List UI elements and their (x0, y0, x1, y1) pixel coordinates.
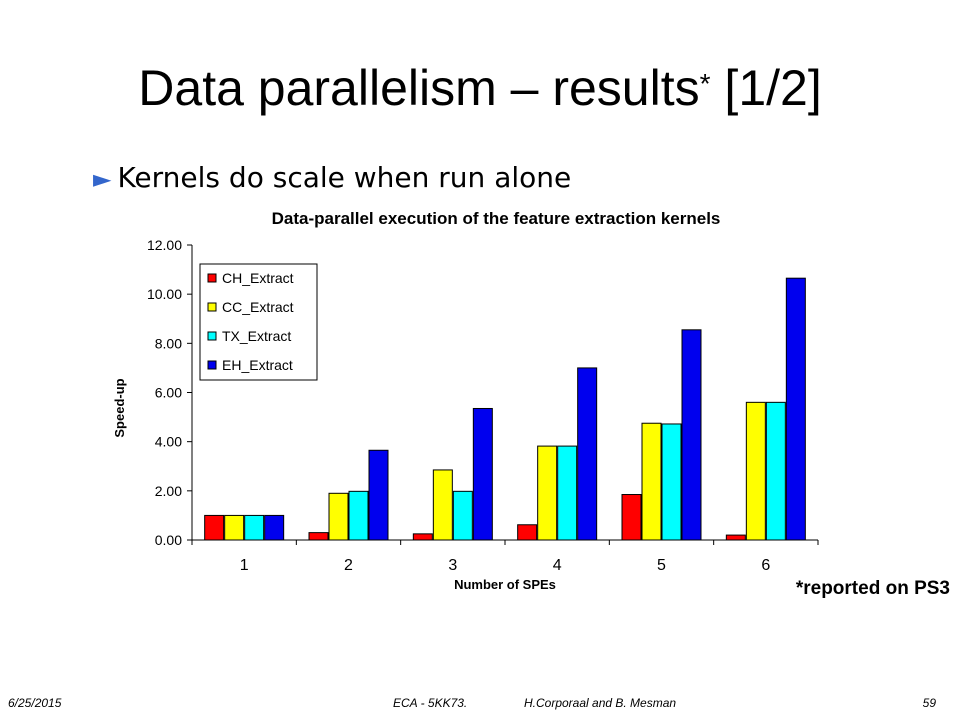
x-tick-label: 4 (553, 557, 562, 574)
bullet-arrow-icon: ► (93, 165, 112, 193)
x-tick-label: 2 (344, 557, 353, 574)
bar-cc-extract-6 (745, 401, 766, 541)
legend-label: CH_Extract (222, 270, 294, 286)
bar-tx-extract-1 (244, 514, 265, 541)
footnote: *reported on PS3 (795, 578, 950, 599)
y-tick-label: 6.00 (155, 385, 182, 401)
slide-title-suffix: [1/2] (724, 60, 822, 116)
bullet-text: Kernels do scale when run alone (117, 161, 572, 194)
bar-ch-extract-2 (308, 532, 329, 541)
y-tick-label: 10.00 (147, 286, 182, 302)
bar-tx-extract-2 (348, 490, 369, 541)
speedup-bar-chart: Data-parallel execution of the feature e… (112, 209, 819, 592)
x-tick-label: 1 (240, 557, 249, 574)
chart-legend: CH_Extract CC_Extract TX_Extract EH_Extract (199, 263, 318, 381)
x-tick-label: 3 (448, 557, 457, 574)
bar-tx-extract-6 (765, 401, 786, 541)
bars (204, 277, 806, 541)
slide-title-main: Data parallelism – results (138, 60, 700, 116)
y-tick-label: 8.00 (155, 335, 182, 351)
bar-ch-extract-5 (621, 494, 642, 541)
bar-tx-extract-3 (452, 490, 473, 541)
legend-label: CC_Extract (222, 299, 294, 315)
bar-tx-extract-4 (557, 445, 578, 541)
bar-cc-extract-5 (641, 422, 662, 541)
bar-eh-extract-1 (264, 514, 285, 541)
bar-ch-extract-3 (412, 533, 433, 541)
bar-ch-extract-1 (204, 514, 225, 541)
bar-eh-extract-3 (472, 407, 493, 541)
chart-title: Data-parallel execution of the feature e… (272, 209, 721, 228)
legend-label: TX_Extract (222, 328, 291, 344)
y-tick-label: 4.00 (155, 434, 182, 450)
legend-swatch (207, 273, 217, 283)
legend-label: EH_Extract (222, 357, 293, 373)
x-tick-label: 6 (761, 557, 770, 574)
bar-eh-extract-2 (368, 449, 389, 541)
y-axis-ticks: 0.00 2.00 4.00 6.00 8.00 10.00 12.00 (147, 237, 192, 548)
bar-cc-extract-3 (432, 469, 453, 541)
y-tick-label: 0.00 (155, 532, 182, 548)
legend-box (199, 263, 318, 381)
x-axis-label: Number of SPEs (454, 577, 556, 592)
bar-tx-extract-5 (661, 423, 682, 541)
y-tick-label: 12.00 (147, 237, 182, 253)
x-tick-label: 5 (657, 557, 666, 574)
legend-swatch (207, 360, 217, 370)
slide-title: Data parallelism – results* [1/2] (0, 58, 960, 118)
footer-course: ECA - 5KK73. (393, 696, 468, 710)
bar-eh-extract-4 (577, 367, 598, 541)
bar-cc-extract-4 (537, 445, 558, 541)
bar-cc-extract-1 (224, 514, 245, 541)
bar-eh-extract-6 (785, 277, 806, 541)
bullet-item: ► Kernels do scale when run alone (93, 160, 571, 197)
bar-cc-extract-2 (328, 492, 349, 541)
y-axis-label: Speed-up (112, 378, 127, 437)
x-axis-ticks: 1 2 3 4 5 6 (191, 540, 819, 574)
footer-authors: H.Corporaal and B. Mesman (524, 696, 677, 710)
legend-swatch (207, 302, 217, 312)
footer-date: 6/25/2015 (8, 696, 62, 710)
footer-page-number: 59 (922, 696, 936, 710)
y-tick-label: 2.00 (155, 483, 182, 499)
slide-title-asterisk: * (699, 68, 711, 99)
legend-swatch (207, 331, 217, 341)
bar-eh-extract-5 (681, 329, 702, 541)
bar-ch-extract-4 (517, 524, 538, 541)
bar-ch-extract-6 (725, 534, 746, 541)
